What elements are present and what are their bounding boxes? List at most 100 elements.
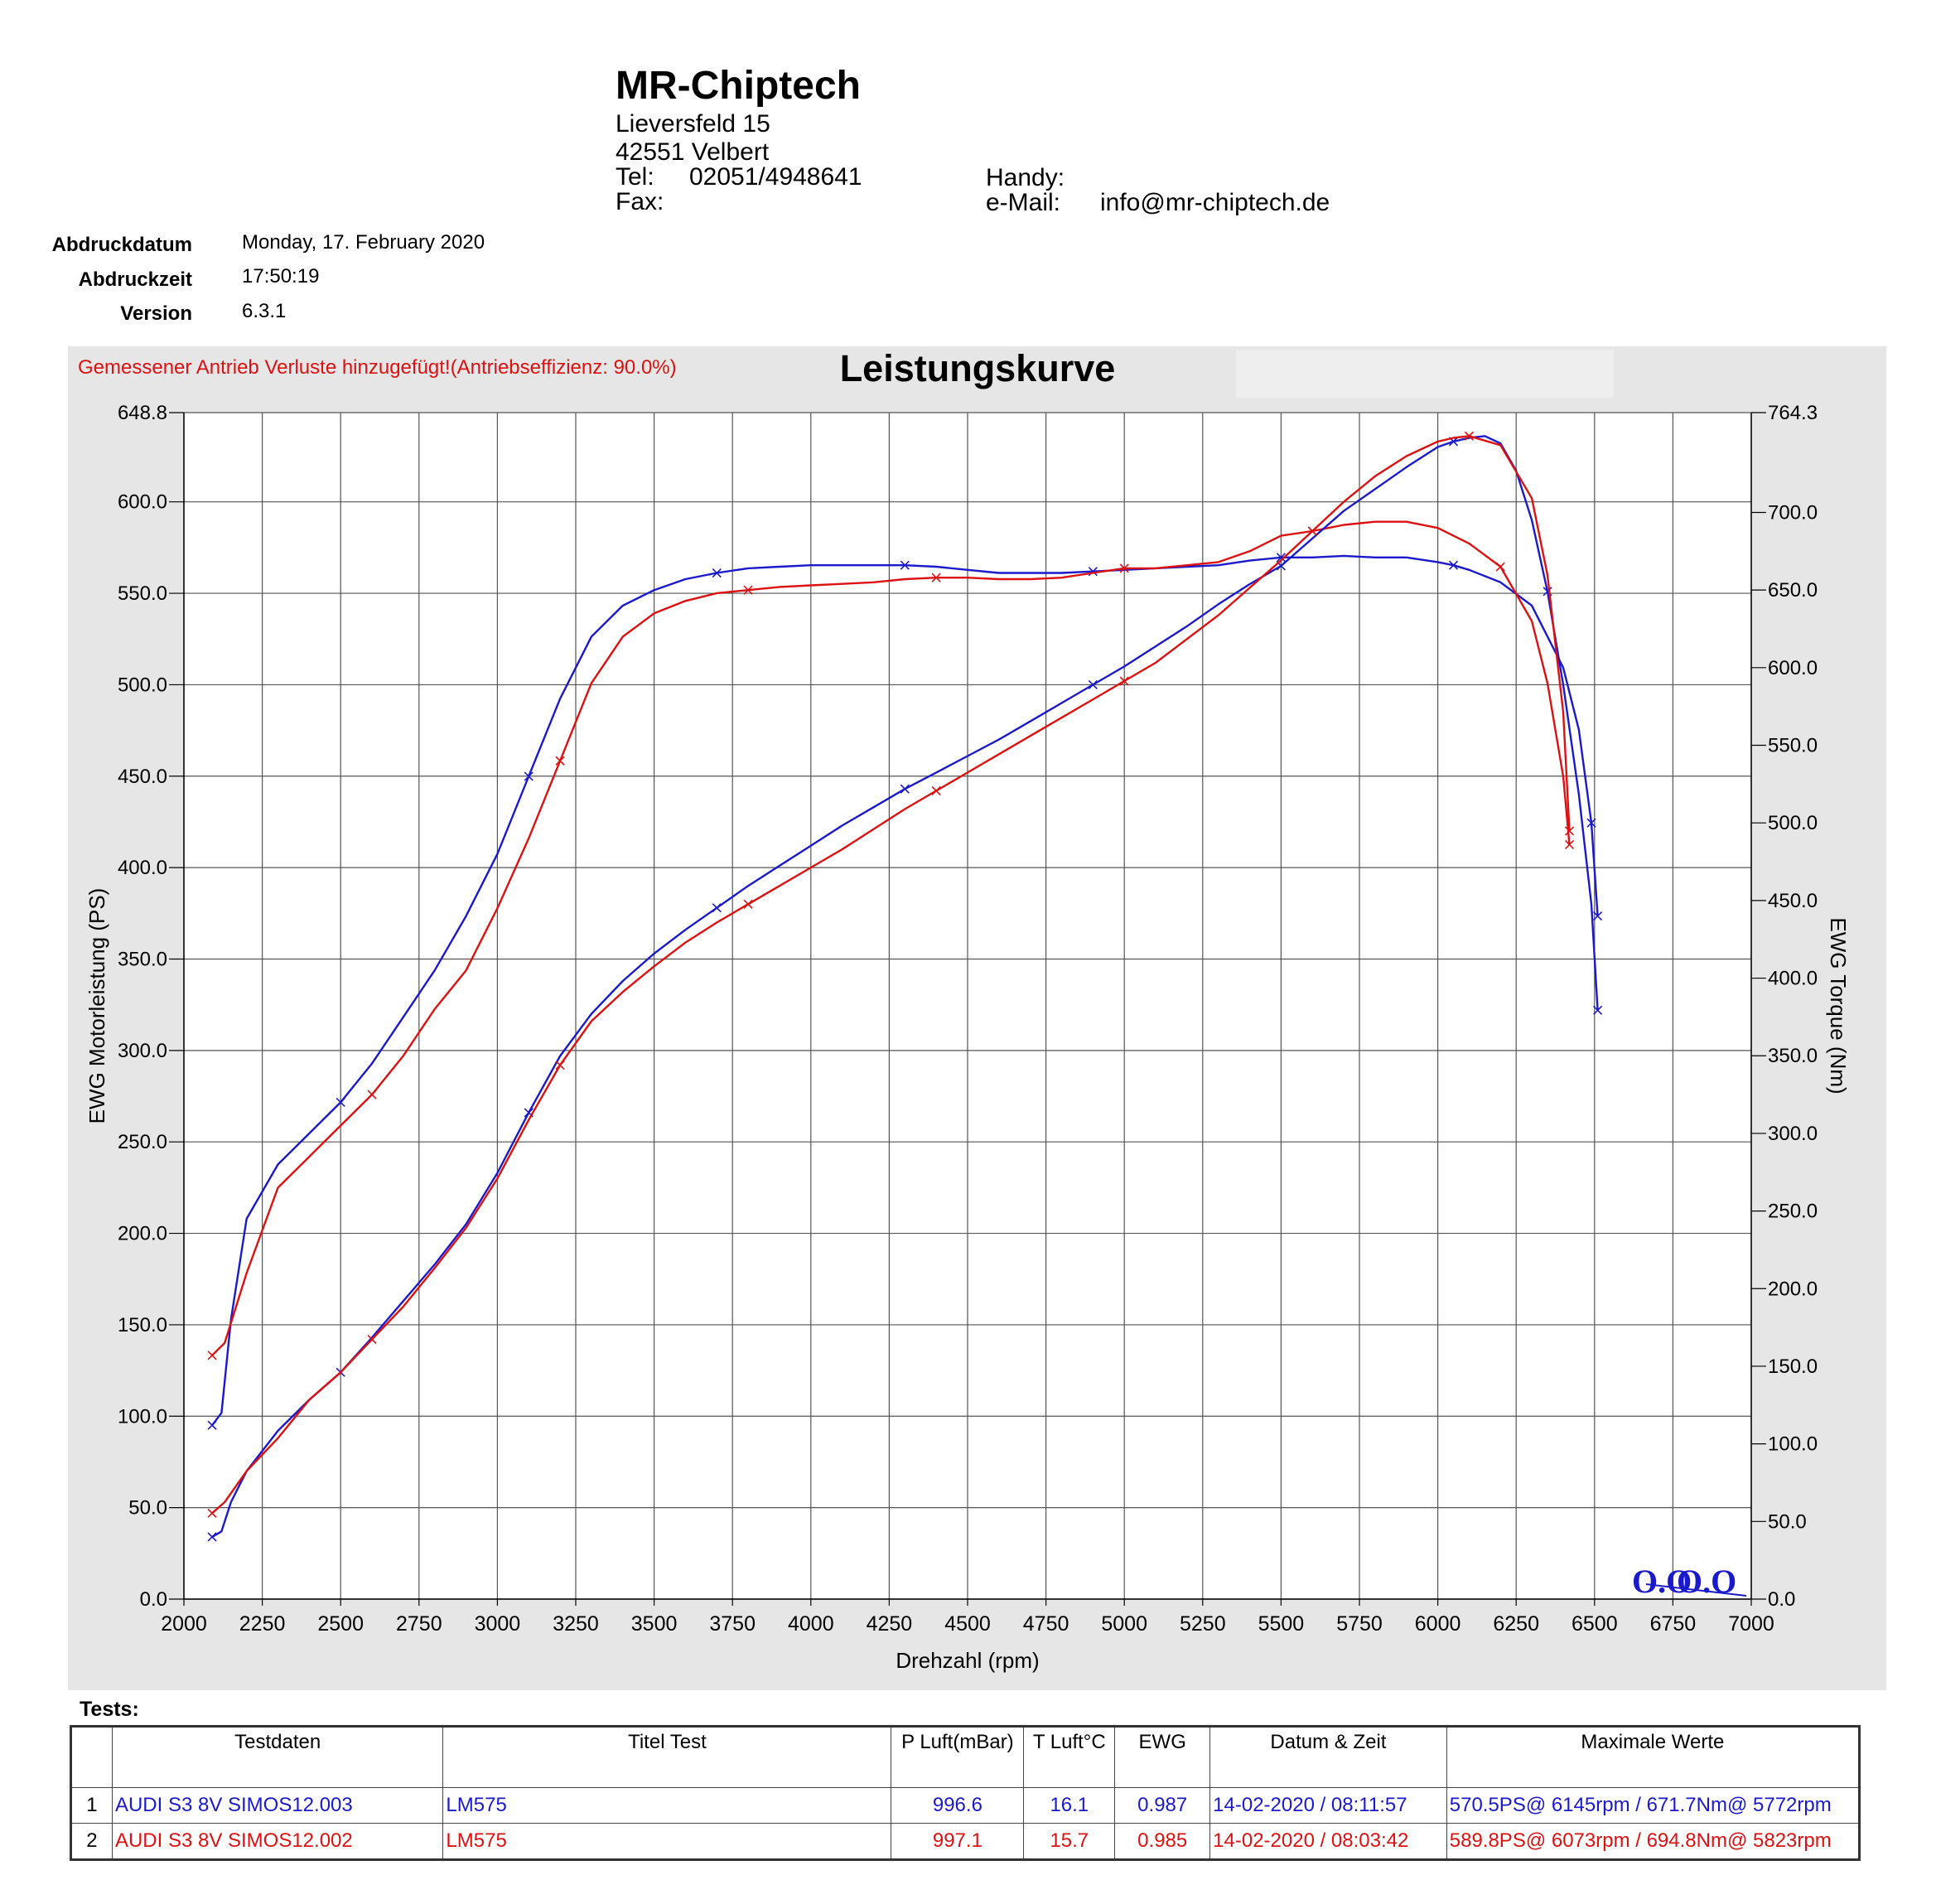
data-point-marker xyxy=(207,1420,217,1430)
col-t-luft: T Luft°C xyxy=(1023,1726,1116,1788)
row-testdaten: AUDI S3 8V SIMOS12.003 xyxy=(111,1787,444,1824)
series-line-torque-blue xyxy=(211,554,1599,1426)
y-tick-label-right: 350.0 xyxy=(1768,1045,1818,1067)
data-point-marker xyxy=(336,1097,345,1108)
x-tick-label: 2500 xyxy=(317,1612,364,1636)
company-city: 42551 Velbert xyxy=(616,138,770,166)
x-tick-label: 5750 xyxy=(1336,1612,1383,1636)
version-label: Version xyxy=(120,302,192,325)
axes: 2000 2250 2500 2750 3000 3250 3500 3750 4000 4250… xyxy=(118,402,1818,1636)
data-point-marker xyxy=(1495,562,1505,572)
chart-note: Gemessener Antrieb Verluste hinzugefügt!… xyxy=(78,356,677,379)
x-tick-label: 4250 xyxy=(867,1612,913,1636)
y-tick-label-left: 250.0 xyxy=(118,1131,167,1153)
y-tick-label-left: 500.0 xyxy=(118,674,167,696)
x-tick-label: 6750 xyxy=(1650,1612,1697,1636)
data-point-marker xyxy=(931,785,941,796)
y-tick-label-left: 600.0 xyxy=(118,491,167,514)
y-tick-label-left: 550.0 xyxy=(118,582,167,605)
y-tick-label-left: 450.0 xyxy=(118,766,167,788)
y-tick-label-right: 150.0 xyxy=(1768,1356,1818,1378)
table-row[interactable]: 2 AUDI S3 8V SIMOS12.002 LM575 997.1 15.… xyxy=(70,1823,1861,1860)
row-index: 2 xyxy=(70,1823,113,1860)
data-point-marker xyxy=(207,1532,217,1542)
x-tick-label: 4500 xyxy=(944,1612,991,1636)
row-datum: 14-02-2020 / 08:03:42 xyxy=(1209,1823,1447,1860)
data-point-marker xyxy=(1276,553,1286,563)
y-tick-label-right: 764.3 xyxy=(1768,402,1818,424)
y-tick-label-right: 200.0 xyxy=(1768,1278,1818,1300)
x-tick-label: 6000 xyxy=(1415,1612,1461,1636)
data-point-marker xyxy=(712,568,722,578)
tel-value: 02051/4948641 xyxy=(689,163,862,191)
x-tick-label: 2250 xyxy=(239,1612,286,1636)
y-tick-label-right: 400.0 xyxy=(1768,968,1818,990)
y-tick-label-right: 50.0 xyxy=(1768,1510,1807,1533)
print-date-value: Monday, 17. February 2020 xyxy=(242,231,485,254)
col-index xyxy=(70,1726,113,1788)
col-testdaten: Testdaten xyxy=(111,1726,444,1788)
data-point-marker xyxy=(367,1090,377,1099)
y-tick-label-right: 250.0 xyxy=(1768,1201,1818,1223)
y-tick-label-right: 650.0 xyxy=(1768,579,1818,602)
data-point-marker xyxy=(1564,839,1575,849)
tests-header-row: Testdaten Titel Test P Luft(mBar) T Luft… xyxy=(70,1726,1861,1788)
x-tick-label: 5250 xyxy=(1180,1612,1226,1636)
col-max: Maximale Werte xyxy=(1446,1726,1861,1788)
data-point-marker xyxy=(1593,1005,1603,1015)
row-datum: 14-02-2020 / 08:11:57 xyxy=(1209,1787,1447,1824)
data-point-marker xyxy=(524,771,533,781)
row-p-luft: 996.6 xyxy=(891,1787,1025,1824)
data-point-marker xyxy=(743,899,753,909)
series-layer xyxy=(207,431,1603,1542)
x-tick-label: 5000 xyxy=(1101,1612,1147,1636)
col-p-luft: P Luft(mBar) xyxy=(891,1726,1025,1788)
x-tick-label: 3750 xyxy=(709,1612,756,1636)
company-name: MR-Chiptech xyxy=(616,64,861,108)
col-titel: Titel Test xyxy=(442,1726,892,1788)
row-p-luft: 997.1 xyxy=(891,1823,1025,1860)
y-tick-label-right: 100.0 xyxy=(1768,1433,1818,1456)
data-point-marker xyxy=(367,1335,377,1345)
data-point-marker xyxy=(207,1508,217,1518)
x-tick-label: 7000 xyxy=(1728,1612,1774,1636)
data-point-marker xyxy=(1564,826,1575,836)
row-titel: LM575 xyxy=(442,1787,892,1824)
watermark-left: O.O xyxy=(1632,1563,1692,1600)
data-point-marker xyxy=(555,1060,565,1070)
data-point-marker xyxy=(712,903,722,913)
table-row[interactable]: 1 AUDI S3 8V SIMOS12.003 LM575 996.6 16.… xyxy=(70,1787,1861,1824)
version-value: 6.3.1 xyxy=(242,300,287,322)
y-tick-label-left: 150.0 xyxy=(118,1314,167,1336)
x-tick-label: 4750 xyxy=(1023,1612,1069,1636)
data-point-marker xyxy=(1119,563,1129,573)
y-tick-label-left: 0.0 xyxy=(140,1588,167,1611)
chart: Gemessener Antrieb Verluste hinzugefügt!… xyxy=(78,347,1851,1673)
row-max: 589.8PS@ 6073rpm / 694.8Nm@ 5823rpm xyxy=(1446,1823,1861,1860)
tests-table: Testdaten Titel Test P Luft(mBar) T Luft… xyxy=(70,1725,1861,1861)
row-index: 1 xyxy=(70,1787,113,1824)
data-point-marker xyxy=(1119,676,1129,686)
data-point-marker xyxy=(555,756,565,766)
grid xyxy=(183,412,1752,1600)
series-line-torque-red xyxy=(211,520,1571,1356)
y-tick-label-right: 700.0 xyxy=(1768,501,1818,524)
tel-label: Tel: xyxy=(616,163,654,191)
y-axis-label-left: EWG Motorleistung (PS) xyxy=(84,888,109,1124)
row-t-luft: 15.7 xyxy=(1023,1823,1116,1860)
row-testdaten: AUDI S3 8V SIMOS12.002 xyxy=(111,1823,444,1860)
x-axis-label: Drehzahl (rpm) xyxy=(896,1648,1039,1673)
col-ewg: EWG xyxy=(1114,1726,1211,1788)
x-tick-label: 5500 xyxy=(1258,1612,1305,1636)
x-tick-label: 4000 xyxy=(788,1612,834,1636)
row-ewg: 0.987 xyxy=(1114,1787,1211,1824)
x-tick-label: 3250 xyxy=(553,1612,599,1636)
data-point-marker xyxy=(1586,818,1596,828)
fax-label: Fax: xyxy=(616,188,664,215)
x-tick-label: 2000 xyxy=(161,1612,207,1636)
print-time-value: 17:50:19 xyxy=(242,265,320,288)
series-line-power-red xyxy=(211,435,1571,1515)
y-tick-label-left: 300.0 xyxy=(118,1040,167,1062)
chart-title-box xyxy=(1236,350,1614,398)
handy-label: Handy: xyxy=(986,164,1065,191)
